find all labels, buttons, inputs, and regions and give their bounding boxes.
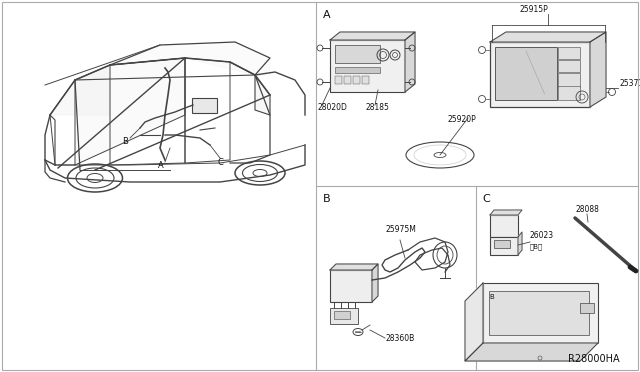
Bar: [330, 308, 358, 324]
Text: 28088: 28088: [575, 205, 599, 214]
Bar: [490, 237, 518, 255]
Polygon shape: [490, 32, 606, 42]
Polygon shape: [75, 58, 185, 165]
Bar: [490, 42, 590, 107]
Bar: [495, 47, 557, 100]
Bar: [330, 40, 405, 92]
Text: R28000HA: R28000HA: [568, 354, 620, 364]
Text: C: C: [218, 158, 224, 167]
Polygon shape: [372, 264, 378, 302]
Text: 〈B〉: 〈B〉: [530, 243, 543, 250]
Polygon shape: [405, 32, 415, 92]
Text: B: B: [489, 294, 493, 300]
Bar: [558, 60, 580, 72]
Text: 25371D: 25371D: [620, 79, 640, 88]
Bar: [353, 76, 360, 84]
Bar: [335, 45, 380, 63]
Bar: [335, 76, 342, 84]
Text: C: C: [482, 194, 490, 204]
Bar: [558, 73, 580, 87]
Polygon shape: [590, 32, 606, 107]
Bar: [558, 86, 580, 100]
Bar: [483, 283, 598, 343]
Bar: [362, 76, 369, 84]
Bar: [490, 215, 518, 237]
Text: 28360B: 28360B: [385, 334, 414, 343]
Bar: [580, 303, 594, 313]
Polygon shape: [518, 232, 522, 255]
Text: 25975M: 25975M: [385, 225, 416, 234]
Text: 26023: 26023: [530, 231, 554, 240]
Polygon shape: [490, 210, 522, 215]
Text: A: A: [158, 161, 164, 170]
Text: B: B: [323, 194, 331, 204]
Text: 25920P: 25920P: [448, 115, 477, 124]
Bar: [335, 67, 380, 73]
Polygon shape: [330, 264, 378, 270]
Bar: [494, 240, 510, 248]
Text: B: B: [122, 137, 128, 146]
Bar: [330, 270, 372, 302]
Polygon shape: [330, 32, 415, 40]
Bar: [489, 291, 589, 335]
Text: A: A: [323, 10, 331, 20]
Bar: [558, 47, 580, 59]
Text: 25915P: 25915P: [520, 5, 548, 14]
Bar: [192, 98, 217, 113]
Polygon shape: [465, 343, 598, 361]
Bar: [344, 76, 351, 84]
Polygon shape: [465, 283, 483, 361]
Text: 28185: 28185: [366, 103, 390, 112]
Polygon shape: [110, 42, 270, 75]
Polygon shape: [50, 65, 110, 115]
Bar: [334, 311, 350, 319]
Text: 28020D: 28020D: [318, 103, 348, 112]
Polygon shape: [255, 75, 270, 115]
